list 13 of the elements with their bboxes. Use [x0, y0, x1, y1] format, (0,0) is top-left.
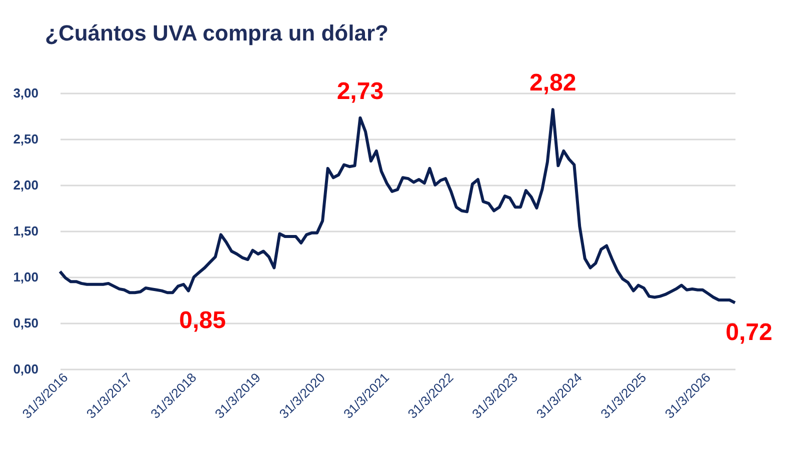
annotation: 2,73 — [336, 78, 384, 105]
y-tick-label: 0,00 — [13, 362, 38, 376]
y-tick-label: 1,00 — [13, 270, 38, 284]
line-series — [58, 108, 736, 304]
y-tick-label: 3,00 — [13, 86, 38, 100]
chart-title: ¿Cuántos UVA compra un dólar? — [45, 20, 388, 46]
y-tick-label: 0,50 — [13, 316, 38, 330]
annotation: 2,82 — [530, 70, 576, 97]
y-tick-label: 2,00 — [13, 178, 38, 192]
annotation: 0,72 — [726, 318, 772, 346]
y-tick-label: 2,50 — [13, 132, 38, 146]
annotation: 0,85 — [179, 306, 226, 334]
y-tick-label: 1,50 — [13, 224, 38, 238]
